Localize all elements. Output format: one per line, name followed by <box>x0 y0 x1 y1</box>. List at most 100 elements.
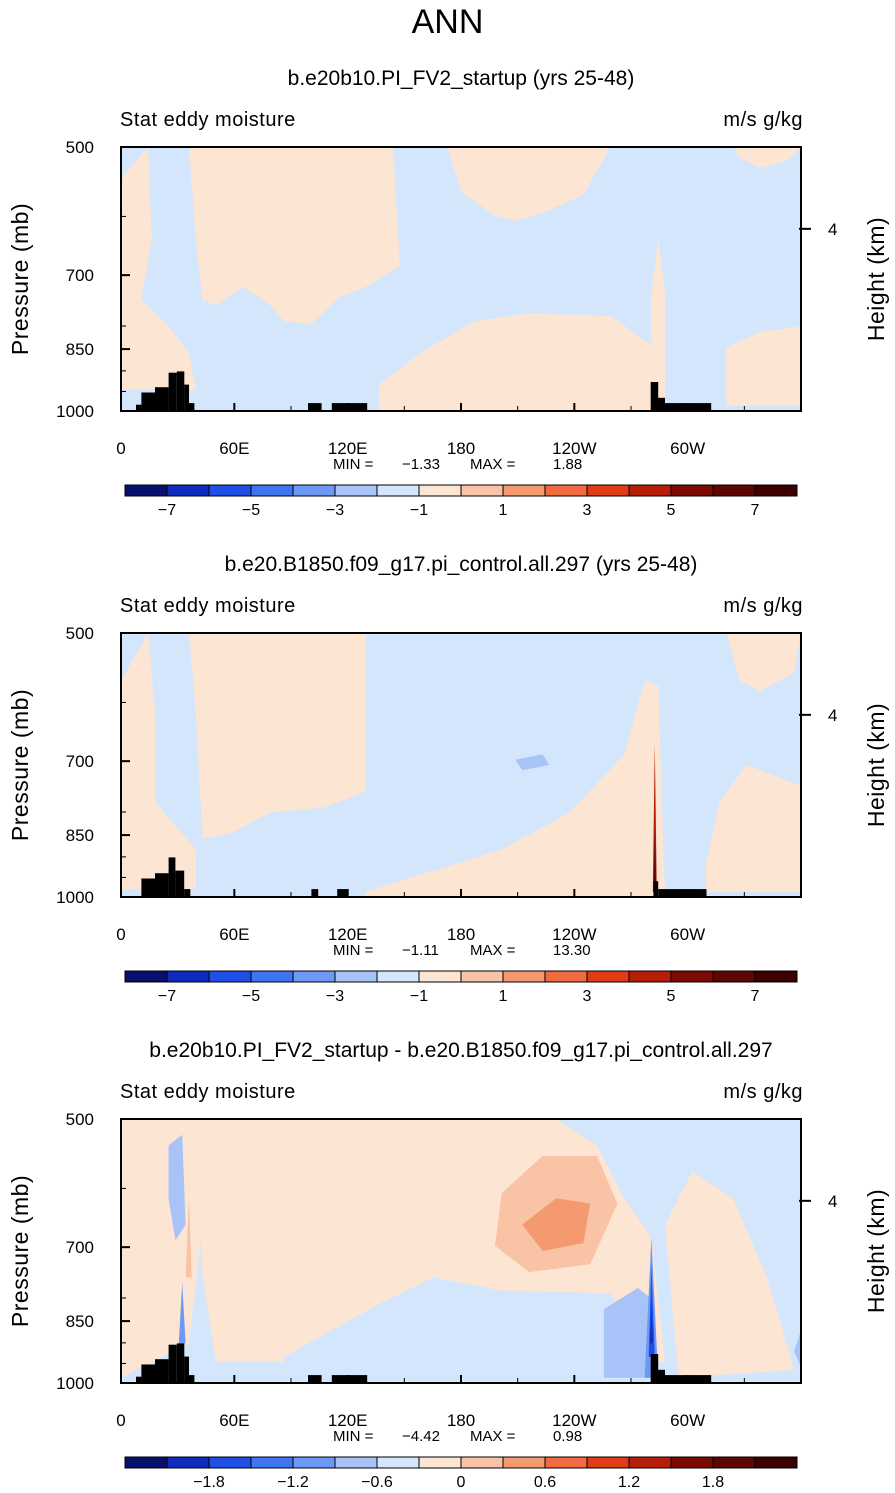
panel-title: b.e20b10.PI_FV2_startup - b.e20.B1850.f0… <box>149 1039 772 1062</box>
colorbar-tick-label: −1 <box>410 988 428 1005</box>
region-peach-center-wedge <box>365 680 665 897</box>
colorbar-tick-label: −3 <box>326 502 344 519</box>
x-tick-label: 120W <box>552 1411 596 1430</box>
topography-block <box>168 372 177 411</box>
colorbar-box <box>376 1456 420 1469</box>
region-blue-west-streak <box>168 1134 186 1241</box>
topography-block <box>184 384 189 411</box>
x-tick-label: 60E <box>219 925 249 944</box>
topography-block <box>184 889 191 897</box>
colorbar-box <box>712 484 756 497</box>
y-tick-label: 500 <box>66 1110 94 1129</box>
topography-block <box>168 1344 177 1383</box>
y-tick-label: 1000 <box>56 402 94 421</box>
topography-block <box>176 1343 185 1383</box>
region-peach-east <box>665 1171 795 1378</box>
variable-label: Stat eddy moisture <box>120 109 296 131</box>
colorbar-box <box>208 484 252 497</box>
variable-label: Stat eddy moisture <box>120 1081 296 1103</box>
colorbar-box <box>418 484 462 497</box>
region-peach-upper-right <box>733 147 801 169</box>
min-label: MIN = <box>333 1428 374 1445</box>
topography-block <box>141 1364 155 1383</box>
colorbar-tick-label: 5 <box>667 988 676 1005</box>
region-blue-right-edge <box>794 1330 801 1368</box>
y-tick-label: 500 <box>66 138 94 157</box>
topography-block <box>155 1359 169 1383</box>
colorbar-box <box>502 1456 546 1469</box>
colorbar-tick-label: −3 <box>326 988 344 1005</box>
colorbar-tick-label: −1 <box>410 502 428 519</box>
colorbar-box <box>586 1456 630 1469</box>
topography-block <box>308 403 322 411</box>
colorbar-box <box>208 1456 252 1469</box>
region-peach-upper-right <box>726 633 801 692</box>
region-peach-center-hill <box>379 313 652 411</box>
colorbar-tick-label: −7 <box>158 502 176 519</box>
colorbar-box <box>670 970 714 983</box>
colorbar-box <box>334 970 378 983</box>
min-value: −1.11 <box>402 942 439 959</box>
topography-block <box>331 1375 368 1383</box>
region-blue-spike-west <box>178 1282 186 1344</box>
colorbar-box <box>544 970 588 983</box>
region-blue-spot <box>515 754 550 771</box>
units-label: m/s g/kg <box>723 109 803 131</box>
topography-block <box>337 889 349 897</box>
topography-block <box>176 371 185 411</box>
x-tick-label: 180 <box>447 1411 475 1430</box>
y-tick-label: 700 <box>66 1238 94 1257</box>
min-value: −4.42 <box>402 1428 440 1445</box>
y-tick-label: 850 <box>66 1312 94 1331</box>
topography-block <box>308 1375 322 1383</box>
colorbar-box <box>460 1456 504 1469</box>
y-tick-label: 1000 <box>56 888 94 907</box>
colorbar-box <box>334 484 378 497</box>
colorbar-box <box>670 484 714 497</box>
x-tick-label: 120E <box>328 925 368 944</box>
region-peach-spike-west <box>185 1198 192 1278</box>
y-axis-label: Pressure (mb) <box>7 689 33 841</box>
y2-axis-label: Height (km) <box>863 703 889 827</box>
min-label: MIN = <box>333 942 374 959</box>
region-peach-east <box>705 765 801 892</box>
region-peach-east <box>726 326 801 406</box>
colorbar-box <box>376 970 420 983</box>
topography-block <box>653 881 659 897</box>
panel-bottom: b.e20b10.PI_FV2_startup - b.e20.B1850.f0… <box>7 1039 889 1491</box>
colorbar-box <box>712 1456 756 1469</box>
min-value: −1.33 <box>402 456 440 473</box>
topography-block <box>311 889 319 897</box>
y2-tick-label: 4 <box>828 220 837 239</box>
topography-block <box>650 1354 659 1383</box>
colorbar-box <box>166 1456 210 1469</box>
colorbar-box <box>334 1456 378 1469</box>
colorbar-box <box>544 1456 588 1469</box>
variable-label: Stat eddy moisture <box>120 595 296 617</box>
colorbar-tick-label: −7 <box>158 988 176 1005</box>
max-label: MAX = <box>470 1428 516 1445</box>
colorbar-box <box>586 970 630 983</box>
colorbar-box <box>292 484 336 497</box>
x-tick-label: 60W <box>670 925 705 944</box>
x-tick-label: 120E <box>328 1411 368 1430</box>
x-tick-label: 0 <box>116 1411 125 1430</box>
colorbar-tick-label: 1 <box>499 988 508 1005</box>
panel-title: b.e20.B1850.f09_g17.pi_control.all.297 (… <box>225 553 698 576</box>
colorbar-box <box>124 484 168 497</box>
region-peach3-center <box>522 1198 591 1251</box>
x-tick-label: 60W <box>670 1411 705 1430</box>
min-label: MIN = <box>333 456 374 473</box>
topography-block <box>658 889 707 897</box>
x-tick-label: 120W <box>552 925 596 944</box>
colorbar-box <box>460 484 504 497</box>
colorbar-box <box>586 484 630 497</box>
colorbar-tick-label: 1.2 <box>618 1474 640 1491</box>
y-tick-label: 500 <box>66 624 94 643</box>
colorbar-tick-label: 3 <box>583 988 592 1005</box>
region-peach-west-column <box>189 633 366 839</box>
topography-block <box>652 397 665 411</box>
x-tick-label: 0 <box>116 439 125 458</box>
